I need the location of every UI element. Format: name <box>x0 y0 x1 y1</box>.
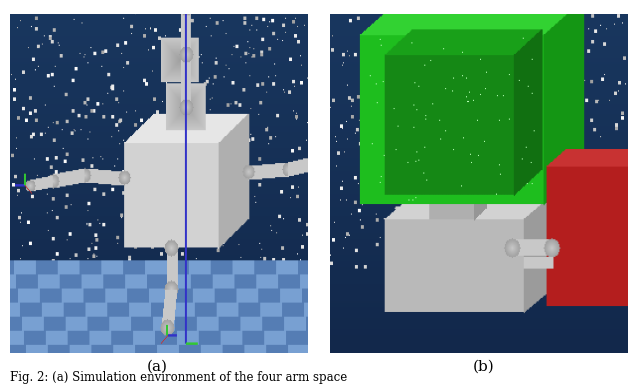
Text: (a): (a) <box>147 360 167 374</box>
Text: Fig. 2: (a) Simulation environment of the four arm space: Fig. 2: (a) Simulation environment of th… <box>10 371 347 384</box>
Text: (b): (b) <box>472 360 494 374</box>
